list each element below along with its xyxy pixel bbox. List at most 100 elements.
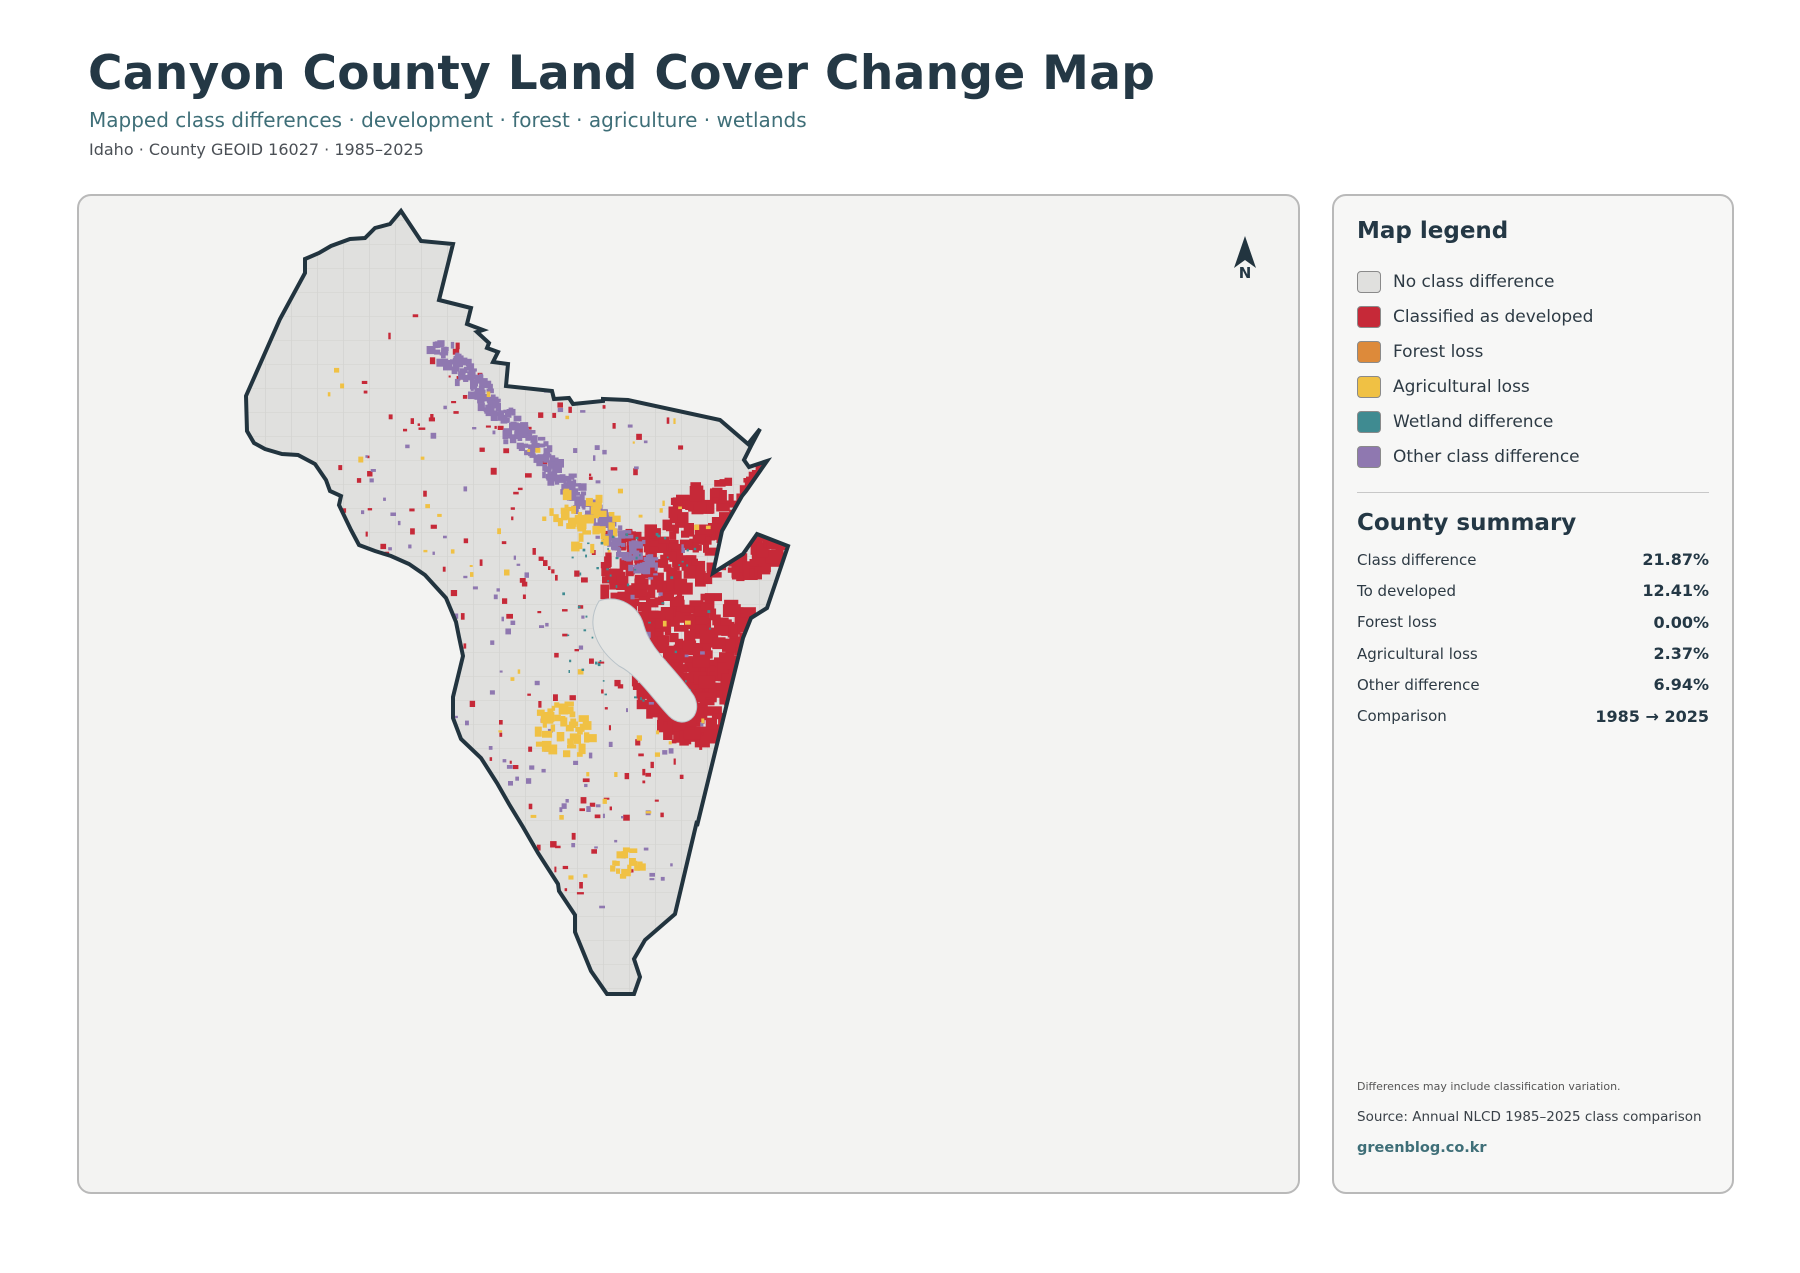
change-patch: [734, 711, 744, 719]
change-patch: [673, 758, 676, 765]
change-patch: [738, 529, 746, 538]
change-patch: [589, 802, 596, 807]
legend-item-no-difference: No class difference: [1357, 264, 1593, 299]
site-link[interactable]: greenblog.co.kr: [1357, 1140, 1487, 1156]
change-patch: [642, 539, 646, 544]
change-patch: [670, 600, 679, 613]
change-patch: [693, 624, 707, 632]
change-patch: [385, 786, 391, 792]
change-patch: [751, 646, 761, 664]
change-patch: [331, 571, 334, 575]
change-patch: [338, 465, 343, 471]
change-patch: [747, 687, 760, 699]
change-patch: [454, 378, 460, 387]
change-patch: [497, 415, 502, 421]
change-patch: [624, 346, 627, 351]
change-patch: [753, 510, 763, 519]
change-patch: [506, 765, 513, 769]
change-patch: [668, 741, 672, 745]
change-patch: [628, 541, 632, 546]
change-patch: [740, 501, 752, 517]
change-patch: [326, 498, 329, 505]
change-patch: [577, 605, 581, 609]
change-patch: [706, 502, 713, 513]
change-patch: [788, 470, 797, 474]
change-patch: [246, 676, 788, 677]
change-patch: [351, 620, 358, 625]
change-patch: [659, 508, 663, 513]
map-panel[interactable]: [77, 194, 1300, 1194]
change-patch: [647, 584, 656, 599]
change-patch: [246, 292, 788, 293]
change-patch: [588, 752, 593, 759]
change-patch: [309, 541, 312, 546]
change-patch: [520, 846, 527, 850]
change-patch: [509, 434, 517, 444]
change-patch: [430, 749, 434, 755]
change-patch: [487, 383, 493, 392]
change-patch: [673, 560, 680, 571]
change-patch: [401, 872, 407, 877]
change-patch: [643, 557, 652, 562]
change-patch: [660, 876, 665, 881]
change-patch: [426, 933, 430, 940]
change-patch: [265, 211, 266, 994]
change-patch: [246, 364, 788, 365]
change-patch: [554, 987, 560, 992]
change-patch: [768, 523, 777, 535]
change-patch: [553, 694, 558, 701]
change-patch: [511, 516, 514, 521]
change-patch: [246, 340, 788, 341]
change-patch: [758, 563, 771, 575]
change-patch: [663, 551, 677, 561]
change-patch: [413, 922, 416, 926]
change-patch: [687, 727, 695, 730]
change-patch: [574, 515, 579, 519]
change-patch: [534, 680, 540, 686]
change-patch: [513, 491, 519, 495]
change-patch: [661, 602, 665, 605]
summary-row: Agricultural loss 2.37%: [1357, 638, 1709, 669]
change-patch: [727, 567, 734, 573]
change-patch: [607, 549, 611, 553]
change-patch: [743, 513, 759, 522]
change-patch: [785, 515, 788, 524]
change-patch: [683, 727, 701, 740]
change-patch: [778, 514, 784, 523]
change-patch: [472, 427, 477, 430]
change-patch: [744, 506, 752, 513]
change-patch: [229, 1012, 829, 1013]
change-patch: [770, 511, 782, 517]
change-patch: [750, 716, 761, 727]
change-patch: [563, 750, 571, 758]
change-patch: [538, 556, 544, 561]
change-patch: [538, 443, 546, 448]
change-patch: [656, 730, 660, 735]
change-patch: [485, 404, 491, 411]
change-patch: [433, 695, 436, 700]
summary-table: Class difference 21.87% To developed 12.…: [1357, 544, 1709, 732]
change-patch: [449, 359, 455, 365]
change-patch: [428, 759, 431, 761]
change-patch: [454, 359, 463, 368]
change-patch: [388, 332, 391, 340]
change-patch: [427, 909, 431, 916]
county-map[interactable]: [79, 196, 1298, 1192]
change-patch: [330, 782, 337, 787]
change-patch: [443, 346, 449, 351]
change-patch: [642, 768, 646, 776]
change-patch: [646, 706, 653, 719]
change-patch: [561, 510, 570, 520]
change-patch: [784, 525, 788, 531]
change-patch: [463, 377, 469, 382]
change-patch: [632, 441, 635, 444]
change-patch: [458, 760, 461, 765]
change-patch: [388, 414, 393, 420]
change-patch: [389, 607, 395, 610]
change-patch: [640, 697, 642, 701]
change-patch: [602, 798, 607, 804]
change-patch: [408, 544, 412, 549]
legend-label: No class difference: [1393, 271, 1555, 292]
change-patch: [728, 557, 743, 567]
change-patch: [293, 623, 300, 631]
